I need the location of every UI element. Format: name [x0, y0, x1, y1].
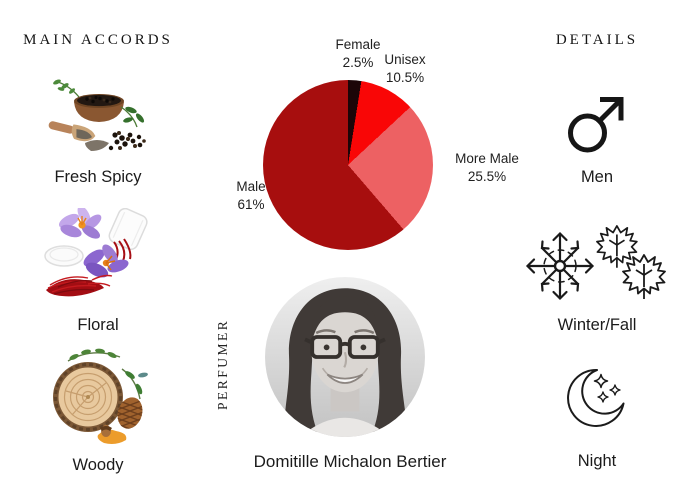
- pie-label-unisex: Unisex 10.5%: [362, 51, 448, 87]
- pie-label-name: Unisex: [384, 52, 426, 67]
- saffron-crocus-image: [44, 208, 148, 297]
- maple-leaf-icon: [622, 254, 666, 299]
- pie-label-value: 2.5%: [342, 55, 374, 71]
- accord-label-fresh-spicy: Fresh Spicy: [54, 168, 142, 186]
- peppercorn-bowl-image: [48, 79, 146, 151]
- wood-slice-image: [53, 348, 148, 444]
- snowflake-icon: [525, 231, 595, 301]
- pie-label-name: Male: [236, 179, 266, 194]
- perfumer-photo: [265, 277, 425, 437]
- detail-label-men: Men: [580, 168, 614, 186]
- perfumer-name: Domitille Michalon Bertier: [253, 452, 447, 471]
- accord-label-woody: Woody: [72, 456, 124, 474]
- pie-label-value: 25.5%: [467, 169, 507, 185]
- perfumer-section-label: PERFUMER: [215, 318, 230, 410]
- accord-label-floral: Floral: [77, 316, 119, 334]
- pie-label-more-male: More Male 25.5%: [444, 150, 530, 186]
- pie-label-female: Female 2.5%: [315, 36, 401, 72]
- crescent-moon-stars-icon: [567, 368, 625, 427]
- grayscale-portrait-image: [265, 277, 425, 437]
- pie-chart: [263, 80, 433, 250]
- detail-label-winter-fall: Winter/Fall: [557, 316, 637, 334]
- pie-label-value: 61%: [237, 197, 265, 213]
- pie-label-name: Female: [335, 37, 381, 52]
- snowflake-and-maple-leaves-icon: [525, 225, 666, 301]
- mars-icon: [568, 97, 624, 153]
- maple-leaf-icon: [596, 225, 638, 268]
- pie-label-male: Male 61%: [208, 178, 294, 214]
- pie-label-name: More Male: [455, 151, 519, 166]
- detail-label-night: Night: [577, 452, 617, 470]
- details-title: DETAILS: [555, 32, 639, 48]
- pie-label-value: 10.5%: [385, 70, 425, 86]
- main-accords-title: MAIN ACCORDS: [23, 32, 173, 48]
